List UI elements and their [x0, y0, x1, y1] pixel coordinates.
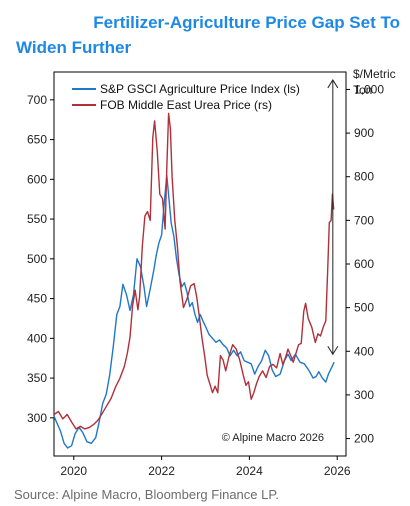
right-axis-tick-label: 300: [354, 388, 374, 402]
chart-title: Fertilizer-Agriculture Price Gap Set To …: [16, 10, 400, 60]
chart-area: 300 350 400 450 500 550 600 650 700 200 300 400 500 6…: [0, 64, 410, 484]
left-axis-tick-label: 300: [27, 411, 47, 425]
chart-title-line1: Fertilizer-Agriculture Price Gap Set To: [93, 13, 400, 32]
x-axis-tick-label: 2022: [148, 464, 175, 478]
left-axis-tick-label: 700: [27, 93, 47, 107]
right-axis-tick-label: 800: [354, 170, 374, 184]
right-axis-tick-label: 700: [354, 213, 374, 227]
chart-title-line2: Widen Further: [16, 38, 132, 57]
right-axis-unit-label: Ton: [353, 83, 372, 97]
source-note: Source: Alpine Macro, Bloomberg Finance …: [14, 487, 279, 502]
line-chart: 300 350 400 450 500 550 600 650 700 200 300 400 500 6…: [27, 67, 396, 478]
left-axis-tick-label: 550: [27, 212, 47, 226]
series-line-urea: [53, 112, 335, 430]
plot-frame: [53, 71, 347, 457]
x-axis-tick-label: 2026: [324, 464, 351, 478]
copyright-note: © Alpine Macro 2026: [222, 432, 324, 444]
gap-arrow-head-up: [327, 79, 339, 89]
left-axis-tick-label: 500: [27, 252, 47, 266]
left-axis-tick-label: 600: [27, 172, 47, 186]
left-axis-tick-label: 400: [27, 331, 47, 345]
left-axis-tick-label: 350: [27, 371, 47, 385]
left-axis-tick-label: 450: [27, 292, 47, 306]
right-axis-unit-label: $/Metric: [353, 67, 396, 81]
legend-label: FOB Middle East Urea Price (rs): [100, 98, 272, 112]
legend-label: S&P GSCI Agriculture Price Index (ls): [100, 82, 300, 96]
right-axis-tick-label: 500: [354, 301, 374, 315]
gap-arrow-head-down: [327, 345, 339, 356]
right-axis-tick-label: 1,000: [354, 82, 384, 96]
right-axis-tick-label: 200: [354, 432, 374, 446]
right-axis-tick-label: 900: [354, 126, 374, 140]
x-axis-tick-label: 2024: [236, 464, 263, 478]
right-axis-tick-label: 400: [354, 344, 374, 358]
series-line-agriculture: [53, 174, 335, 449]
right-axis-tick-label: 600: [354, 257, 374, 271]
x-axis-tick-label: 2020: [60, 464, 87, 478]
left-axis-tick-label: 650: [27, 133, 47, 147]
